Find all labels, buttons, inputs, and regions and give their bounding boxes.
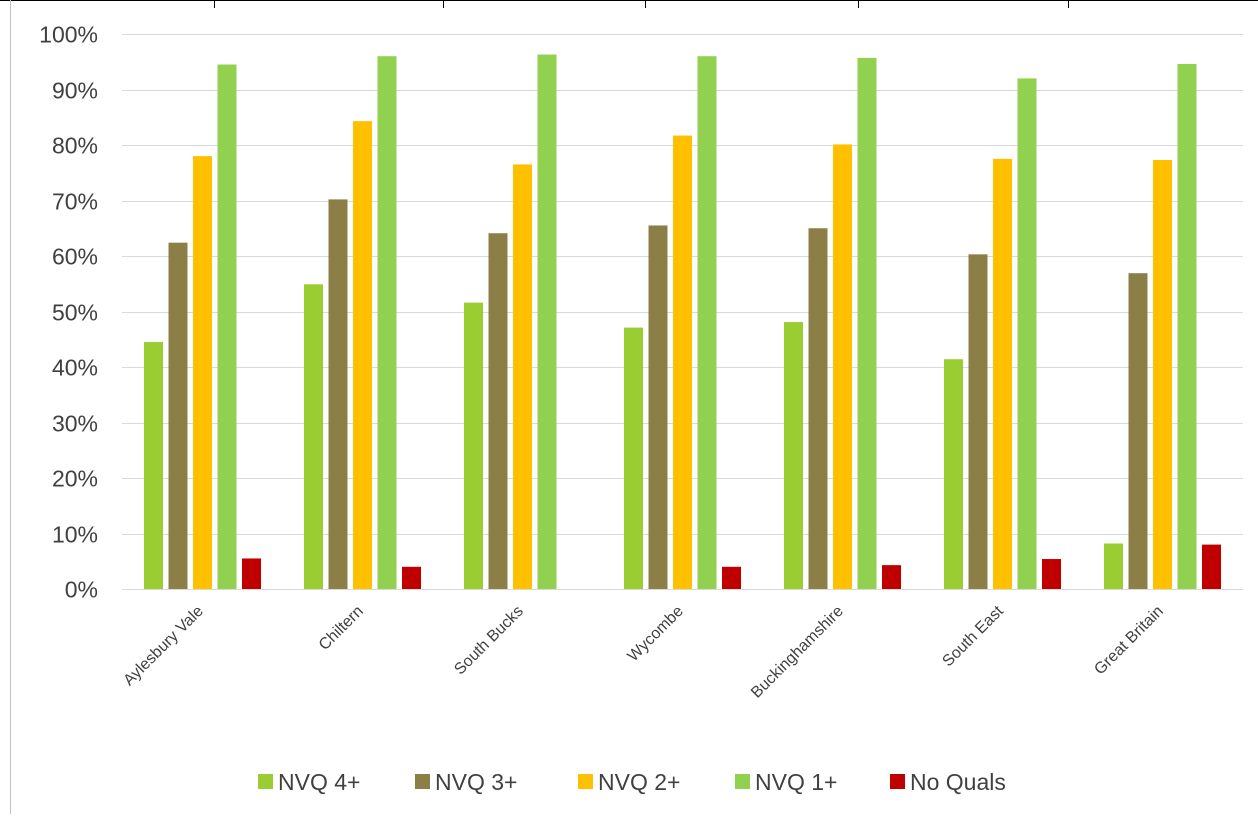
y-tick-label: 0% [65, 577, 98, 603]
legend-item: NVQ 2+ [578, 769, 680, 795]
bar-group [944, 78, 1061, 590]
legend-swatch [578, 774, 593, 789]
legend-item: NVQ 3+ [415, 769, 517, 795]
bar [328, 199, 348, 589]
bar [648, 225, 668, 589]
x-axis: Aylesbury Vale Chiltern South Bucks Wycombe… [120, 589, 1243, 702]
bar [402, 566, 421, 589]
bar [1042, 559, 1061, 589]
bar [968, 254, 988, 589]
y-tick-label: 10% [52, 522, 98, 548]
legend-item: No Quals [890, 769, 1006, 795]
y-tick-label: 90% [52, 78, 98, 104]
y-tick-label: 70% [52, 189, 98, 215]
bar [722, 566, 741, 589]
x-tick-label: South East [939, 602, 1007, 670]
legend-item: NVQ 4+ [258, 769, 360, 795]
y-tick-label: 60% [52, 244, 98, 270]
bar [697, 56, 717, 589]
bar-group [784, 57, 901, 590]
bar-group [624, 56, 741, 589]
y-tick-label: 50% [52, 300, 98, 326]
bar-group [144, 64, 261, 589]
bar [464, 302, 483, 589]
bar [808, 228, 828, 589]
y-tick-label: 100% [39, 22, 98, 48]
bar [1153, 159, 1172, 590]
legend-label: NVQ 1+ [755, 769, 837, 795]
bar [673, 135, 692, 589]
x-tick-label: Great Britain [1091, 603, 1167, 679]
bar-group [464, 54, 557, 590]
bar [242, 558, 261, 589]
legend-label: NVQ 3+ [435, 769, 517, 795]
bar [353, 121, 372, 589]
bar [513, 164, 532, 590]
legend: NVQ 4+ NVQ 3+ NVQ 2+ NVQ 1+ No Quals [258, 769, 1006, 795]
x-tick-label: South Bucks [451, 603, 527, 679]
bar [377, 56, 397, 589]
bar [784, 322, 803, 589]
bar [168, 242, 188, 589]
legend-swatch [258, 774, 273, 789]
legend-label: NVQ 4+ [278, 769, 360, 795]
bar [1017, 78, 1037, 590]
bar [993, 158, 1012, 589]
bar [304, 284, 323, 589]
legend-swatch [735, 774, 750, 789]
bar [624, 327, 643, 589]
y-tick-label: 20% [52, 466, 98, 492]
legend-label: NVQ 2+ [598, 769, 680, 795]
bar [1202, 544, 1221, 589]
bar [1177, 63, 1197, 590]
bar [1104, 543, 1123, 589]
bar [537, 54, 557, 590]
y-tick-label: 80% [52, 133, 98, 159]
bar [144, 342, 163, 589]
x-tick-label: Buckinghamshire [748, 603, 847, 702]
x-tick-label: Chiltern [316, 603, 367, 654]
bar [833, 144, 852, 589]
bar-group [1104, 63, 1221, 590]
legend-label: No Quals [910, 769, 1006, 795]
x-tick-label: Aylesbury Vale [120, 603, 207, 690]
bar [217, 64, 237, 589]
bar [882, 565, 901, 589]
y-tick-label: 40% [52, 355, 98, 381]
legend-swatch [890, 774, 905, 789]
legend-item: NVQ 1+ [735, 769, 837, 795]
bar [1128, 273, 1148, 589]
bar [944, 359, 963, 589]
x-tick-label: Wycombe [625, 603, 687, 665]
y-tick-label: 30% [52, 411, 98, 437]
legend-swatch [415, 774, 430, 789]
bar [488, 233, 508, 589]
bar-group [304, 56, 421, 589]
bar [857, 57, 877, 590]
bars [144, 54, 1221, 590]
bar [193, 156, 212, 589]
y-axis: 0% 10% 20% 30% 40% 50% 60% 70% 80% 90% 100% [39, 22, 98, 603]
